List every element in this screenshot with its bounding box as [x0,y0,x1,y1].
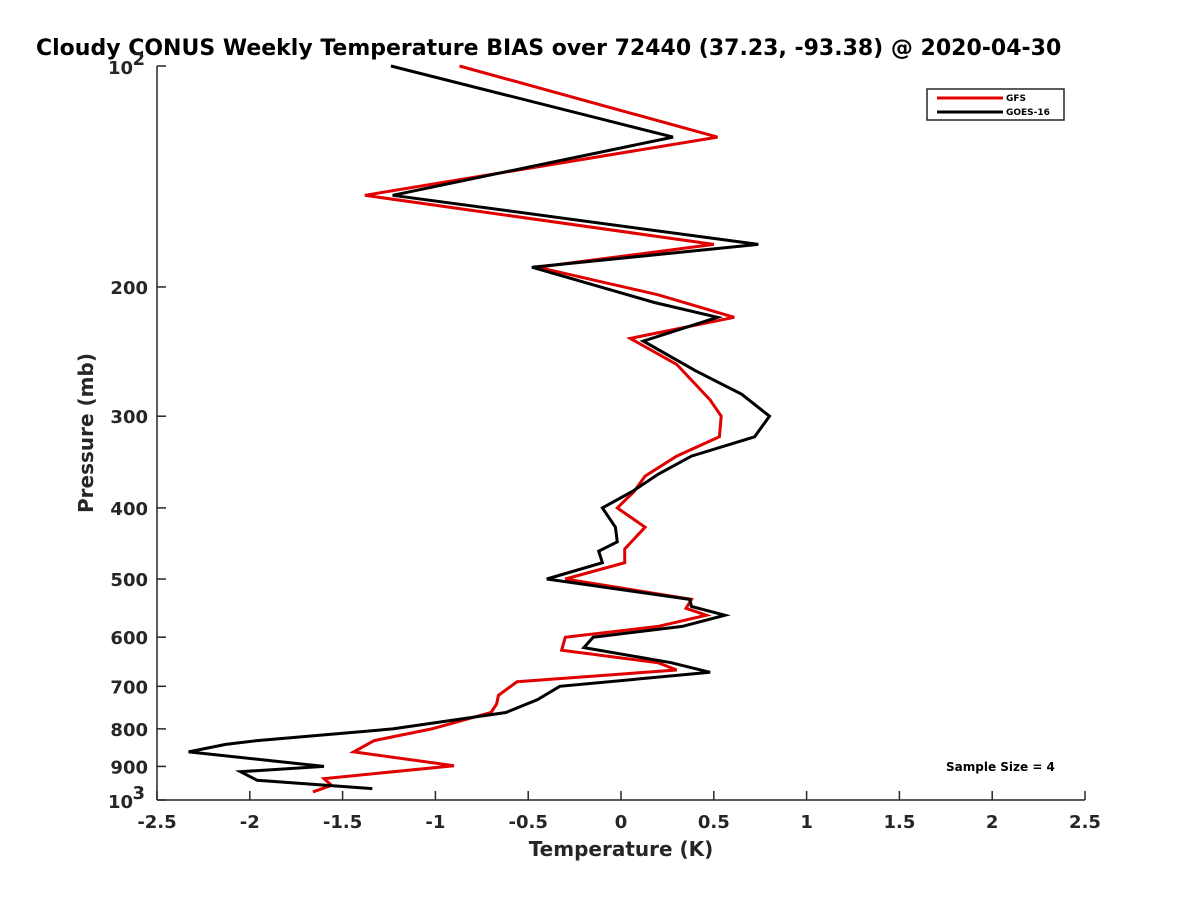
legend-box [926,88,1065,121]
legend-label: GFS [1006,94,1026,104]
y-tick-exponent: 3 [132,783,145,804]
y-tick-label: 900 [110,757,148,778]
y-tick-label: 800 [110,720,148,741]
x-tick-label: 1 [800,812,813,833]
y-tick-label: 500 [110,570,148,591]
y-tick-label: 10 [108,58,133,79]
series-line-goes-16 [188,64,772,791]
chart-title: Cloudy CONUS Weekly Temperature BIAS ove… [36,36,1061,61]
x-tick-label: -1.5 [323,812,362,833]
x-tick-label: 0.5 [698,812,730,833]
y-tick-label: 700 [110,677,148,698]
x-tick-label: 2 [986,812,999,833]
x-axis-label: Temperature (K) [529,837,714,861]
x-tick-label: -0.5 [509,812,548,833]
legend: GFS GOES-16 [926,88,1065,121]
y-axis-label: Pressure (mb) [74,353,98,513]
x-axis-ticks: -2.5 -2 -1.5 -1 -0.5 0 0.5 1 1.5 2 2.5 [137,791,1101,833]
x-tick-label: 2.5 [1069,812,1101,833]
legend-label: GOES-16 [1006,108,1050,118]
x-tick-label: 1.5 [883,812,915,833]
x-tick-label: -1 [425,812,445,833]
y-tick-label: 200 [110,278,148,299]
series-line-gfs [312,64,735,794]
y-tick-label: 10 [108,792,133,813]
y-tick-label: 400 [110,499,148,520]
plot-frame [156,66,1085,801]
x-tick-label: -2 [240,812,260,833]
sample-size-annotation: Sample Size = 4 [946,760,1055,774]
y-tick-label: 600 [110,628,148,649]
x-tick-label: 0 [615,812,628,833]
y-tick-label: 300 [110,407,148,428]
series-lines [188,64,772,794]
y-tick-exponent: 2 [132,49,145,70]
x-tick-label: -2.5 [137,812,176,833]
